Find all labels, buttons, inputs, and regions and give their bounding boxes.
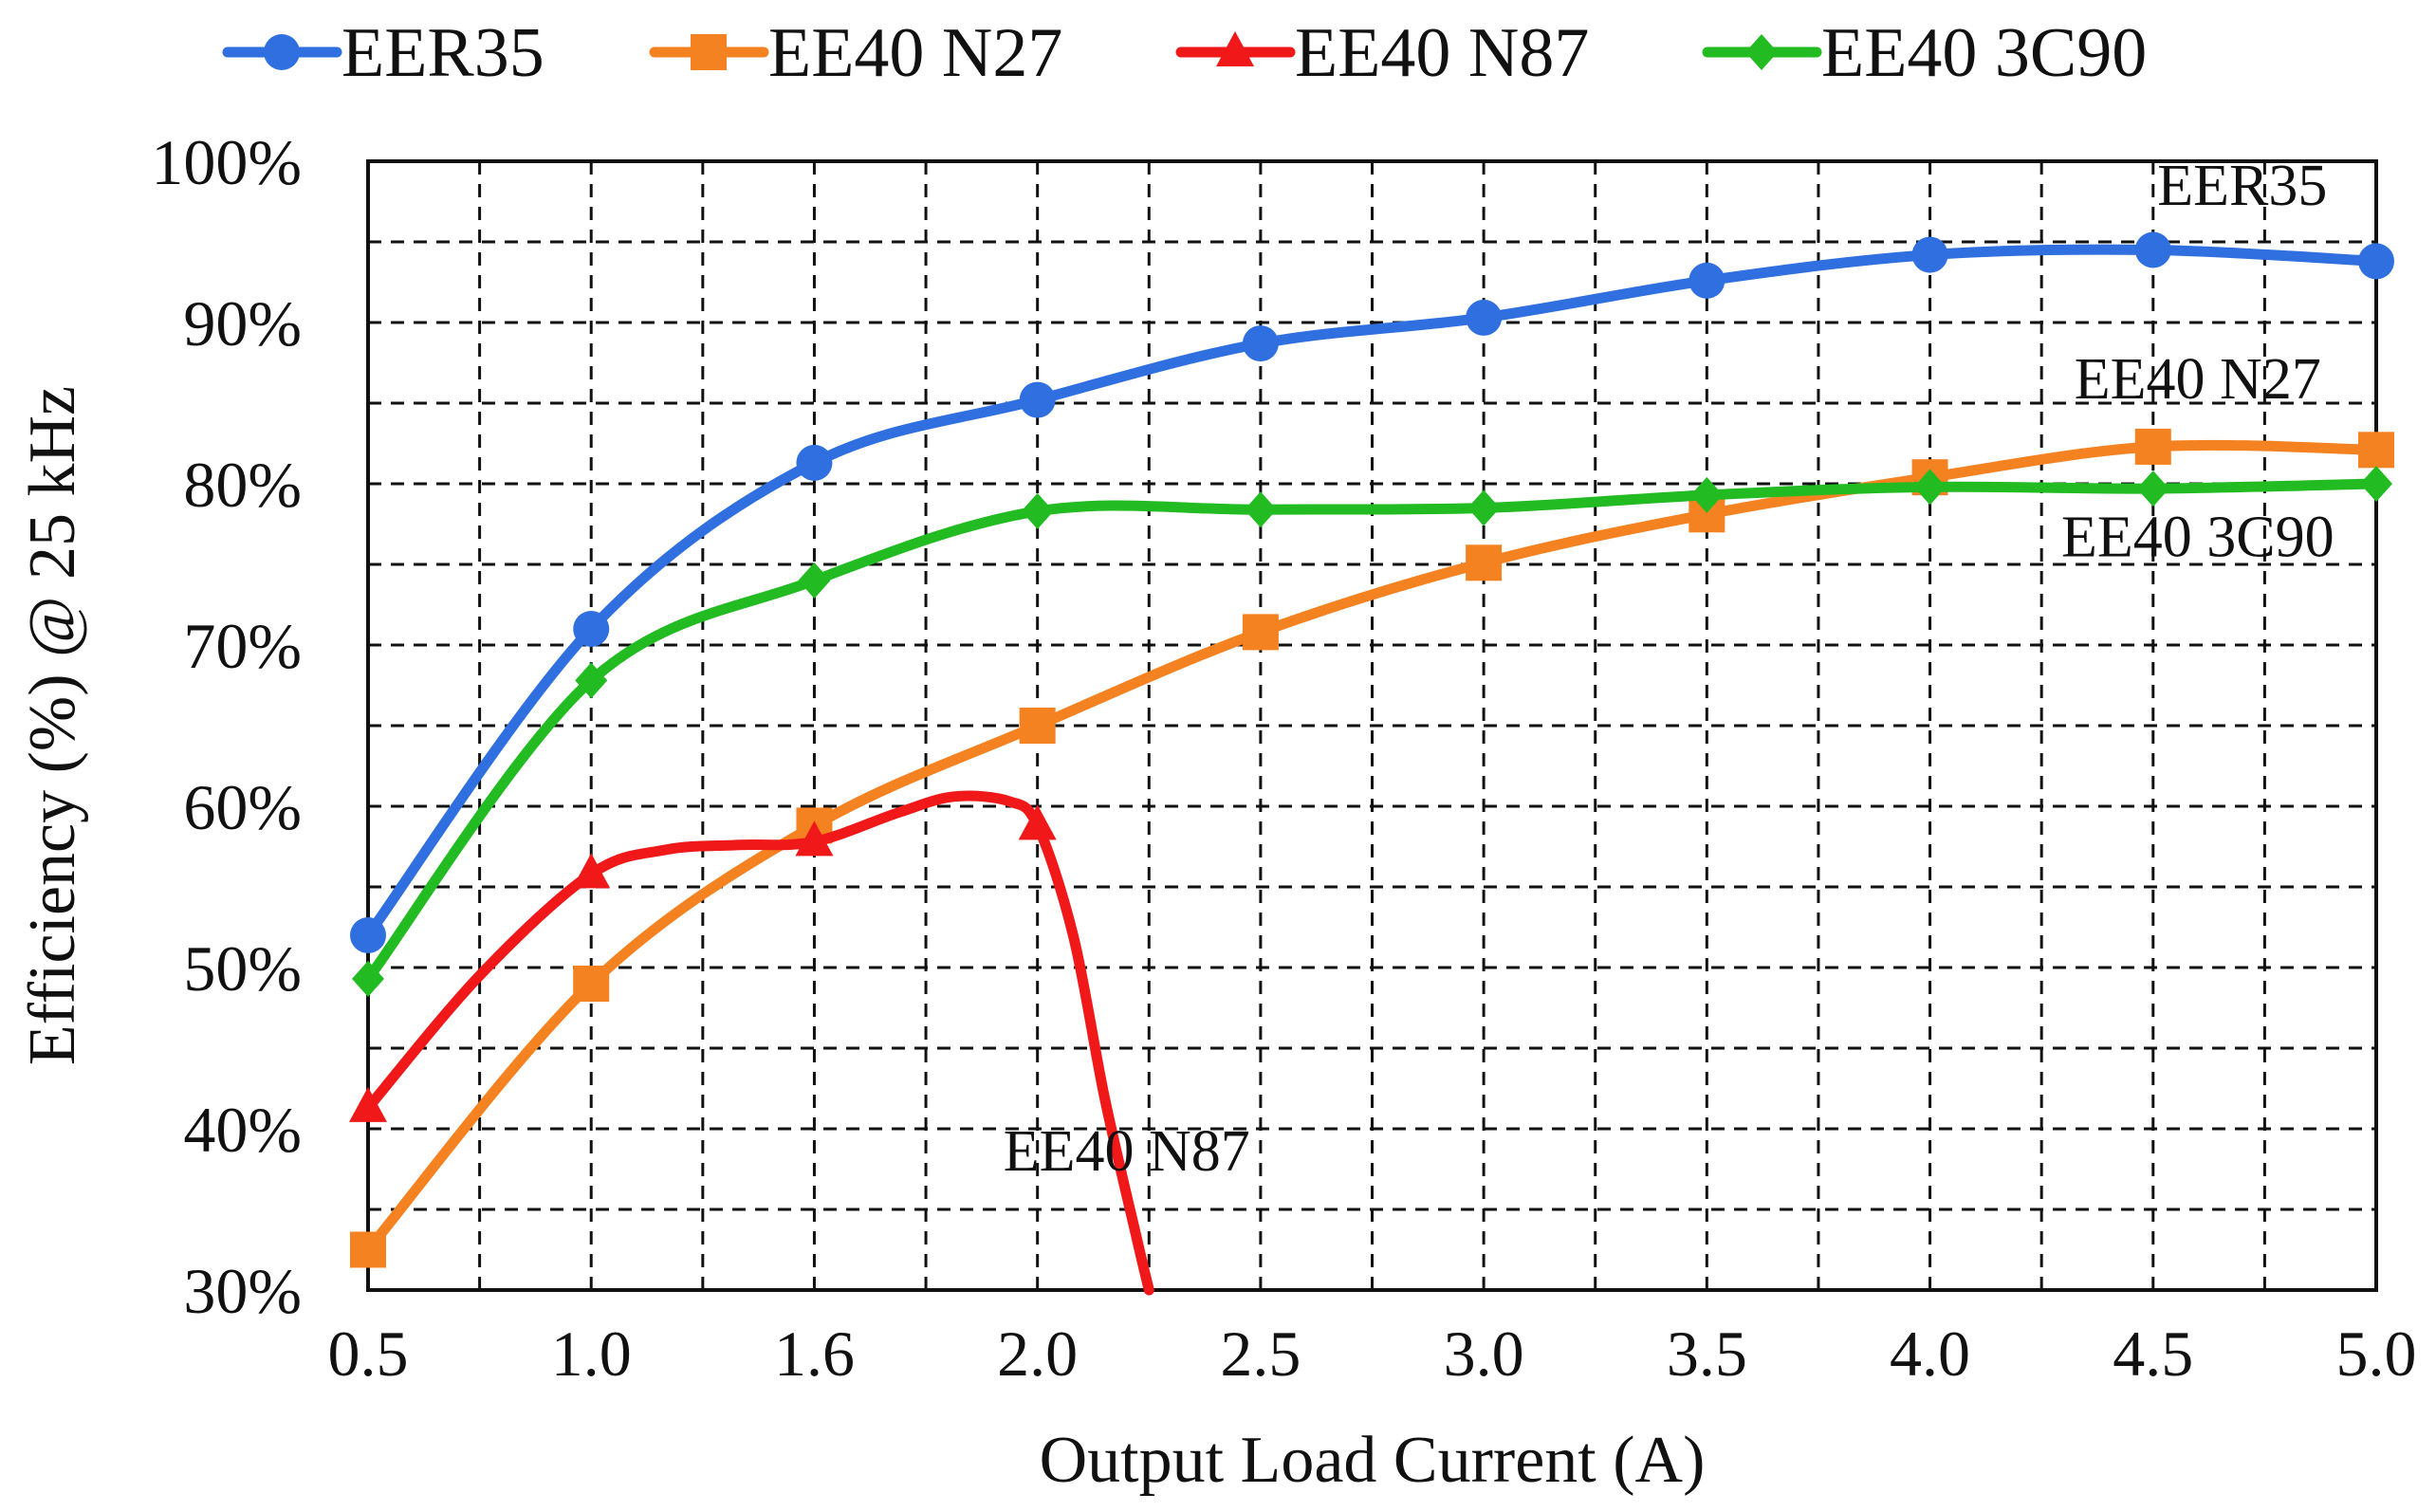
- series-annotation: EE40 3C90: [2061, 506, 2334, 570]
- legend-label: EE40 N27: [768, 14, 1062, 92]
- data-point-ee40-n27: [2134, 428, 2171, 465]
- series-line-ee40-3c90: [362, 478, 2382, 985]
- data-point-ee40-n87: [349, 1086, 387, 1122]
- legend-marker-eer35: [264, 34, 300, 70]
- x-tick-label: 5.0: [2336, 1318, 2417, 1390]
- data-point-ee40-3c90: [2136, 470, 2169, 507]
- y-tick-label: 100%: [151, 126, 302, 198]
- data-point-ee40-n27: [1019, 708, 1056, 744]
- legend-item-ee40-n87: EE40 N87: [1175, 14, 1589, 92]
- data-point-ee40-n87: [572, 853, 611, 889]
- x-tick-label: 3.0: [1444, 1318, 1524, 1390]
- series-ee40-n87: [349, 790, 1154, 1296]
- x-tick-label: 2.5: [1220, 1318, 1301, 1390]
- x-axis-title: Output Load Current (A): [1040, 1424, 1706, 1497]
- data-point-ee40-3c90: [1021, 492, 1054, 529]
- series-line-ee40-n87: [362, 790, 1154, 1296]
- series-annotation: EE40 N27: [2075, 347, 2321, 412]
- data-point-ee40-3c90: [1467, 489, 1501, 526]
- x-tick-label: 4.5: [2113, 1318, 2193, 1390]
- data-point-eer35: [2134, 231, 2171, 268]
- y-tick-label: 60%: [183, 771, 302, 843]
- data-point-ee40-3c90: [1244, 491, 1277, 528]
- series-line-eer35: [362, 244, 2382, 941]
- data-point-eer35: [1911, 236, 1948, 273]
- y-tick-label: 90%: [183, 287, 302, 360]
- legend-label: EE40 N87: [1295, 14, 1589, 92]
- legend-item-ee40-3c90: EE40 3C90: [1702, 14, 2147, 92]
- legend-marker-ee40-n87: [1216, 31, 1254, 66]
- data-point-eer35: [1242, 325, 1279, 362]
- data-point-ee40-3c90: [575, 662, 608, 699]
- data-point-ee40-3c90: [352, 960, 384, 997]
- data-point-ee40-3c90: [1913, 469, 1947, 506]
- data-point-ee40-n27: [350, 1231, 386, 1268]
- x-tick-label: 3.5: [1667, 1318, 1747, 1390]
- y-tick-label: 70%: [183, 610, 302, 682]
- x-tick-label: 1.0: [551, 1318, 632, 1390]
- data-point-ee40-n27: [1466, 544, 1503, 581]
- y-tick-label: 30%: [183, 1255, 302, 1327]
- series-ee40-3c90: [352, 466, 2392, 997]
- series-annotation: EE40 N87: [1004, 1119, 1250, 1184]
- x-axis-ticks: 0.5 1.0 1.6 2.0 2.5 3.0 3.5 4.0 4.5 5.0: [328, 1318, 2417, 1390]
- series-eer35: [350, 231, 2394, 953]
- data-point-ee40-3c90: [1690, 476, 1724, 513]
- data-point-ee40-3c90: [2360, 466, 2392, 502]
- data-point-ee40-n27: [2358, 432, 2394, 469]
- annotations: EER35 EE40 N27 EE40 3C90 EE40 N87: [1004, 154, 2334, 1184]
- legend-item-ee40-n27: EE40 N27: [649, 14, 1062, 92]
- legend-label: EER35: [341, 14, 544, 92]
- legend-marker-ee40-n27: [691, 34, 727, 70]
- data-point-ee40-3c90: [798, 562, 831, 599]
- y-tick-label: 40%: [183, 1094, 302, 1166]
- x-tick-label: 2.0: [997, 1318, 1078, 1390]
- data-point-eer35: [796, 444, 833, 481]
- data-point-ee40-n87: [795, 821, 834, 857]
- y-tick-label: 80%: [183, 449, 302, 521]
- y-axis-ticks: 30% 40% 50% 60% 70% 80% 90% 100%: [151, 126, 302, 1327]
- data-point-eer35: [573, 611, 610, 647]
- series-layer: [349, 231, 2394, 1296]
- legend-item-eer35: EER35: [222, 14, 544, 92]
- series-ee40-n27: [350, 428, 2394, 1268]
- data-point-ee40-n27: [573, 966, 610, 1002]
- legend-label: EE40 3C90: [1821, 14, 2147, 92]
- series-line-ee40-n27: [362, 439, 2382, 1255]
- data-point-eer35: [350, 917, 386, 953]
- legend-marker-ee40-3c90: [1745, 34, 1778, 70]
- x-tick-label: 1.6: [774, 1318, 855, 1390]
- data-point-eer35: [1466, 299, 1503, 336]
- data-point-eer35: [1689, 262, 1726, 299]
- data-point-ee40-n27: [1242, 614, 1279, 651]
- y-axis-title: Efficiency (%) @ 25 kHz: [16, 386, 89, 1065]
- x-tick-label: 0.5: [328, 1318, 409, 1390]
- legend: EER35 EE40 N27 EE40 N87 EE40 3C90: [222, 14, 2147, 92]
- series-annotation: EER35: [2157, 154, 2327, 218]
- plot-area: [366, 159, 2378, 1292]
- x-tick-label: 4.0: [1890, 1318, 1970, 1390]
- data-point-eer35: [1019, 381, 1056, 418]
- data-point-eer35: [2358, 243, 2394, 280]
- data-point-ee40-n87: [1018, 804, 1057, 840]
- y-tick-label: 50%: [183, 932, 302, 1005]
